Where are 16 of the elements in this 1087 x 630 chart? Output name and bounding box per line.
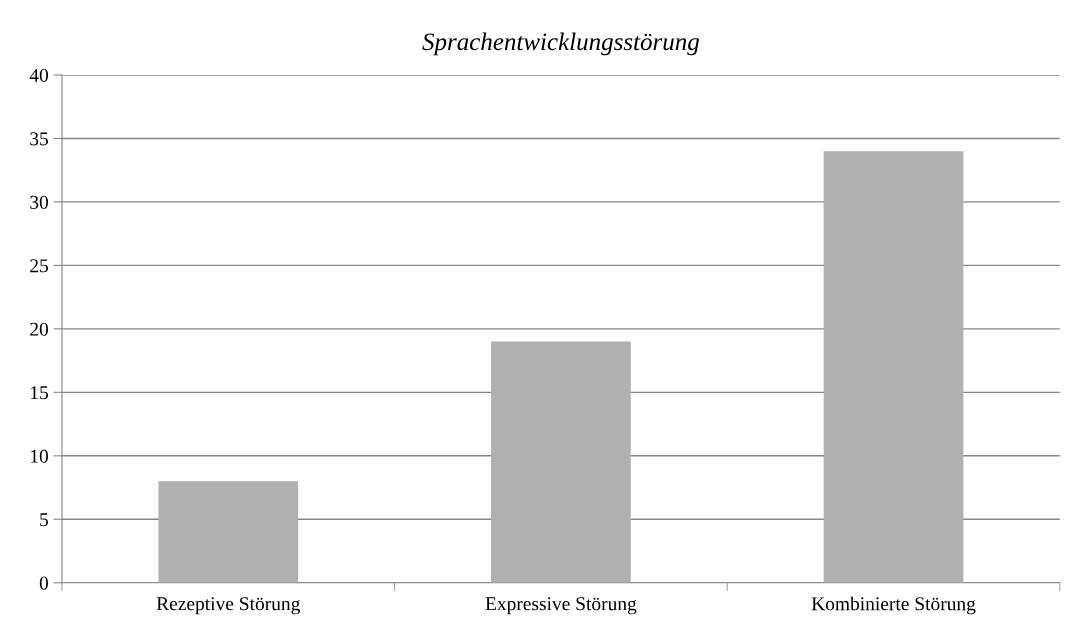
y-tick-label: 30 [30, 195, 49, 209]
x-tick-label: Rezeptive Störung [156, 597, 300, 615]
y-tick-label: 35 [30, 132, 49, 146]
y-tick-label: 20 [30, 322, 49, 336]
y-tick-label: 10 [31, 449, 49, 463]
y-tick-label: 15 [31, 386, 49, 400]
x-tick-label: Kombinierte Störung [811, 596, 976, 615]
bar [823, 151, 964, 583]
chart-title: Sprachentwicklungsstörung [422, 32, 700, 56]
y-tick-label: 5 [40, 513, 49, 527]
y-tick-label: 0 [39, 576, 49, 590]
x-tick-label: Expressive Störung [485, 597, 637, 615]
bar [491, 341, 631, 583]
bar [158, 481, 299, 583]
y-tick-label: 40 [29, 68, 49, 82]
y-tick-label: 25 [30, 259, 49, 273]
